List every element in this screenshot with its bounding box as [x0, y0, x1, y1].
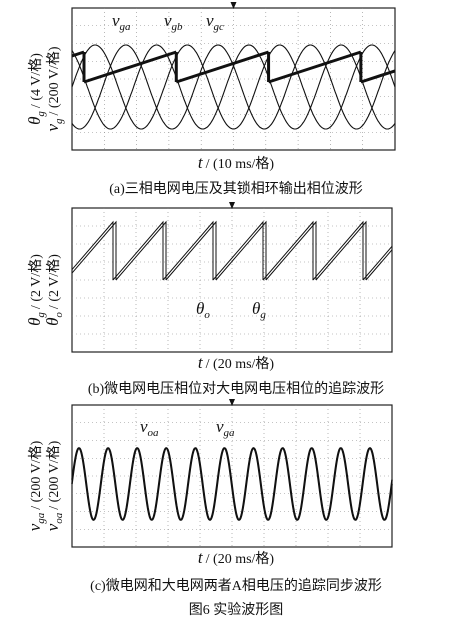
symbol: v: [216, 417, 224, 436]
trigger-marker: [230, 2, 237, 9]
y-axis-label: voa / (200 V/格): [43, 440, 65, 531]
scope-screen: [71, 399, 393, 548]
caption: (b)微电网电压相位对大电网电压相位的追踪波形: [88, 381, 384, 397]
symbol: v: [43, 124, 62, 132]
annotation: θo: [196, 299, 210, 321]
symbol: θ: [25, 318, 44, 326]
symbol: t: [198, 353, 204, 372]
figure-title: 图6 实验波形图: [189, 602, 284, 618]
subscript: g: [260, 309, 266, 321]
unit: / (200 V/格): [46, 46, 62, 115]
unit: / (4 V/格): [28, 53, 44, 108]
phase-sawtooth: [71, 220, 393, 281]
symbol: t: [198, 548, 204, 567]
phase-sawtooth: [71, 50, 396, 84]
unit: / (10 ms/格): [206, 156, 275, 172]
x-axis-label: t / (10 ms/格): [198, 153, 275, 172]
x-axis-label: t / (20 ms/格): [198, 353, 275, 372]
annotation: vgc: [206, 11, 224, 33]
y-axis-label: θo / (2 V/格): [43, 254, 65, 326]
y-axis-label: vga / (200 V/格): [25, 440, 47, 531]
symbol: v: [164, 11, 172, 30]
annotation: vgb: [164, 11, 183, 33]
annotation: vga: [216, 417, 235, 439]
symbol: v: [112, 11, 120, 30]
subscript: oa: [53, 512, 65, 524]
annotation: θg: [252, 299, 266, 321]
subscript: o: [53, 312, 65, 318]
symbol: v: [25, 523, 44, 531]
scope-screen: [71, 202, 393, 353]
subscript: g: [35, 312, 47, 318]
symbol: v: [140, 417, 148, 436]
scope-frame: [71, 7, 396, 151]
symbol: θ: [252, 299, 260, 318]
symbol: θ: [43, 318, 62, 326]
subscript: oa: [148, 427, 160, 439]
subscript: ga: [224, 427, 236, 439]
trigger-marker: [229, 399, 235, 406]
annotation: vga: [112, 11, 131, 33]
unit: / (20 ms/格): [206, 551, 275, 567]
subscript: ga: [35, 512, 47, 524]
voltage-wave: [71, 447, 393, 521]
y-axis-label: vg / (200 V/格): [43, 46, 65, 131]
symbol: v: [206, 11, 214, 30]
phase-sawtooth: [71, 220, 393, 281]
scope-screen: [71, 2, 396, 151]
subscript: o: [204, 309, 210, 321]
voltage-wave: [71, 44, 396, 130]
unit: / (2 V/格): [46, 254, 62, 309]
symbol: v: [43, 523, 62, 531]
symbol: θ: [196, 299, 204, 318]
caption: (c)微电网和大电网两者A相电压的追踪同步波形: [90, 578, 382, 594]
subscript: g: [53, 118, 65, 124]
y-axis-label: θg / (4 V/格): [25, 53, 47, 125]
subscript: gb: [172, 21, 184, 33]
y-axis-label: θg / (2 V/格): [25, 254, 47, 326]
unit: / (200 V/格): [46, 440, 62, 509]
trigger-marker: [229, 202, 235, 209]
x-axis-label: t / (20 ms/格): [198, 548, 275, 567]
subscript: gc: [214, 21, 225, 33]
symbol: θ: [25, 117, 44, 125]
symbol: t: [198, 153, 204, 172]
unit: / (200 V/格): [28, 440, 44, 509]
subscript: g: [35, 111, 47, 117]
unit: / (20 ms/格): [206, 356, 275, 372]
caption: (a)三相电网电压及其锁相环输出相位波形: [109, 181, 363, 197]
annotation: voa: [140, 417, 159, 439]
unit: / (2 V/格): [28, 254, 44, 309]
subscript: ga: [120, 21, 132, 33]
